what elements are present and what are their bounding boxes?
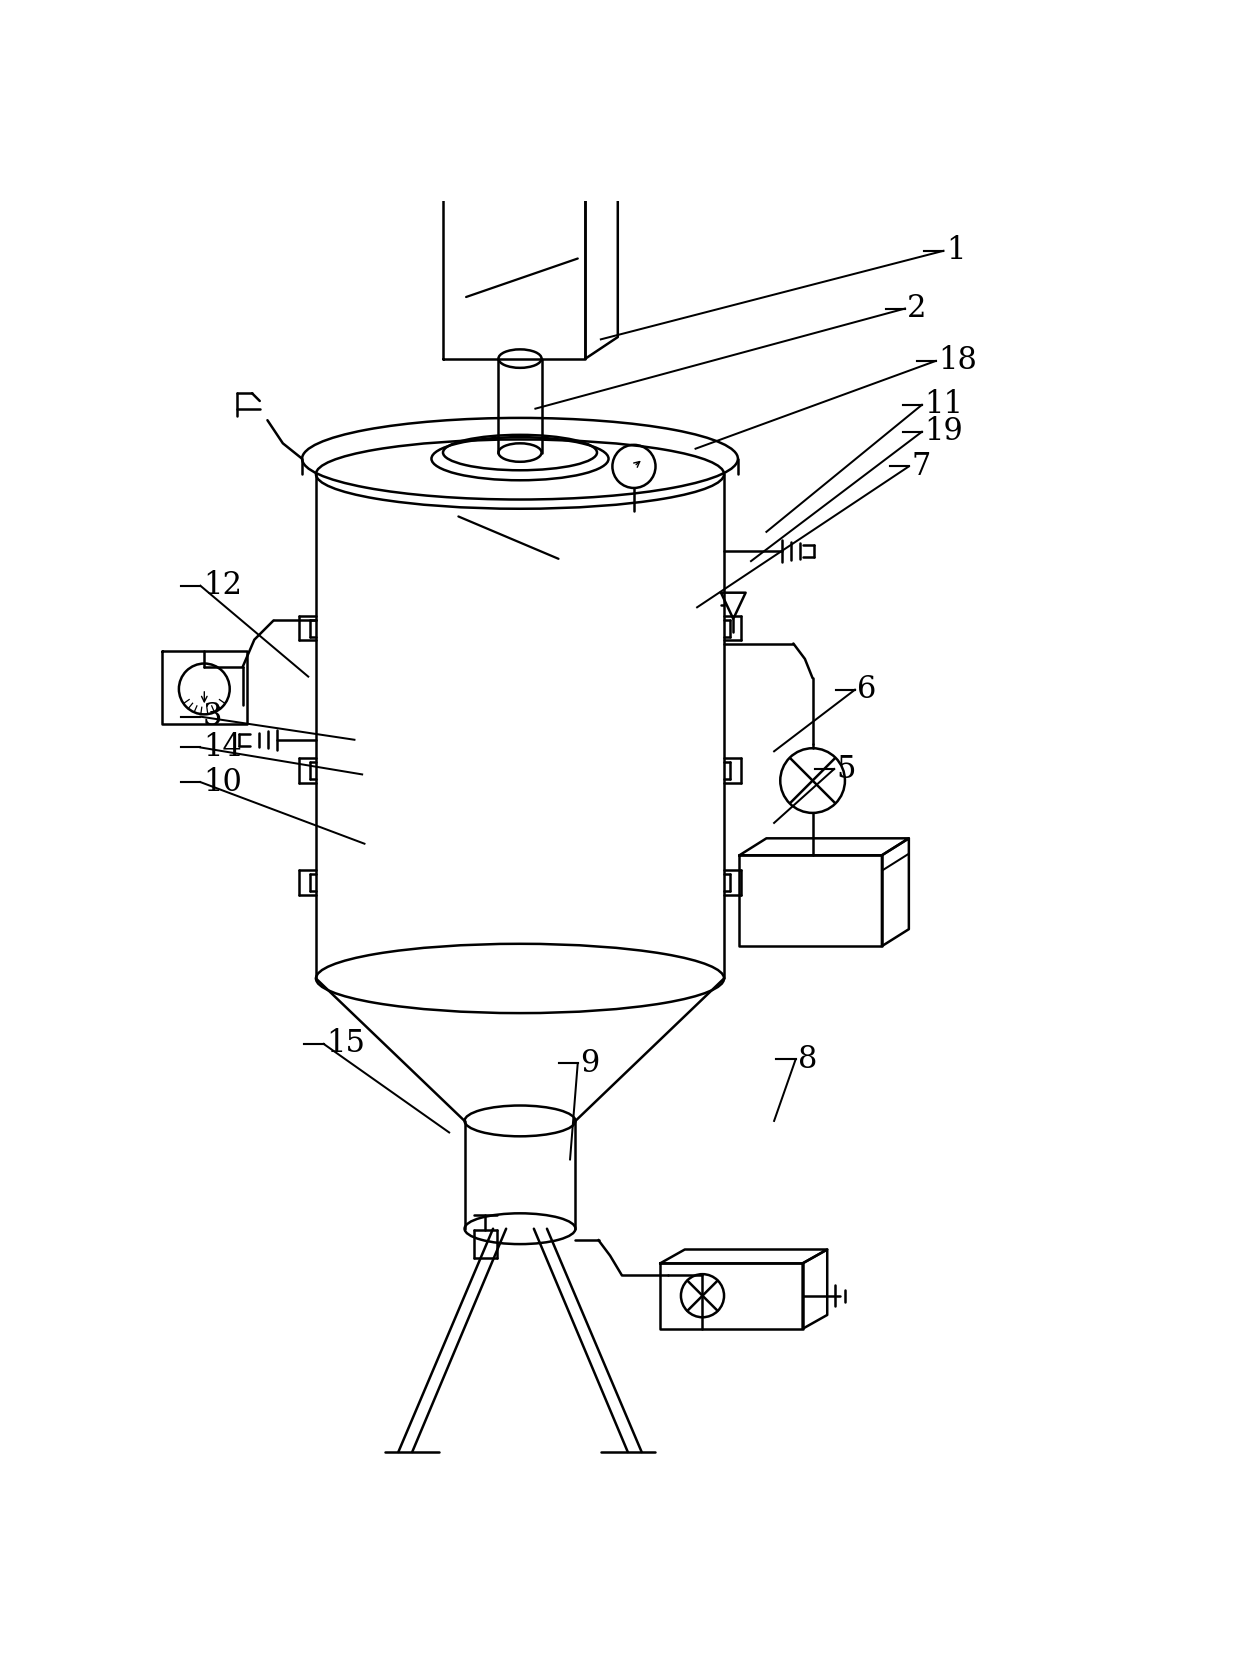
Text: 7: 7 — [911, 452, 930, 482]
Text: 15: 15 — [326, 1029, 365, 1059]
Text: 14: 14 — [203, 733, 242, 763]
Text: 2: 2 — [908, 293, 926, 325]
Text: 11: 11 — [924, 390, 963, 420]
Text: 12: 12 — [203, 570, 242, 601]
Text: 19: 19 — [924, 417, 963, 447]
Text: 6: 6 — [857, 674, 877, 706]
Text: 10: 10 — [203, 766, 242, 798]
Text: 18: 18 — [939, 345, 977, 376]
Text: 1: 1 — [946, 236, 965, 266]
Text: 5: 5 — [837, 753, 856, 785]
Text: 8: 8 — [799, 1044, 817, 1074]
Text: 9: 9 — [580, 1047, 599, 1079]
Text: 3: 3 — [203, 701, 222, 733]
